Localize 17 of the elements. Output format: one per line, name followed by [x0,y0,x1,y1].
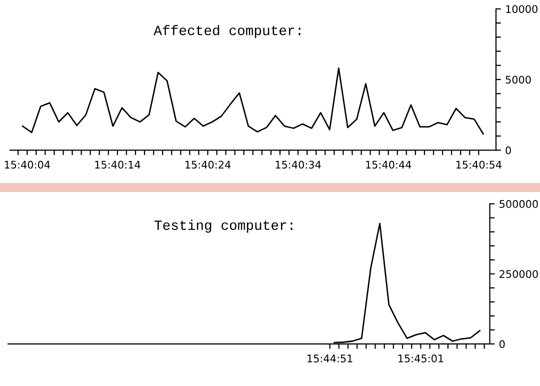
x-tick-label: 15:40:44 [366,160,412,169]
line-series [22,68,484,135]
text: Testing computer: [154,220,292,233]
x-tick-label: 15:40:04 [4,160,50,169]
x-tick-label: 15:45:01 [398,354,444,362]
x-tick-label: 15:40:14 [95,160,140,169]
y-tick-label: 10000 [506,5,538,13]
x-tick-label: 15:40:34 [276,160,321,169]
x-tick-label: 15:40:24 [185,160,231,169]
x-tick-label: 15:44:51 [308,354,352,362]
y-tick-label: 0 [499,340,505,348]
x-tick-label: 15:40:54 [456,160,502,169]
y-tick-label: 500000 [500,200,538,208]
y-tick-label: 250000 [500,270,538,278]
y-tick-label: 5000 [506,76,531,84]
y-tick-label: 0 [506,146,511,154]
text: Affected computer: [154,25,300,38]
